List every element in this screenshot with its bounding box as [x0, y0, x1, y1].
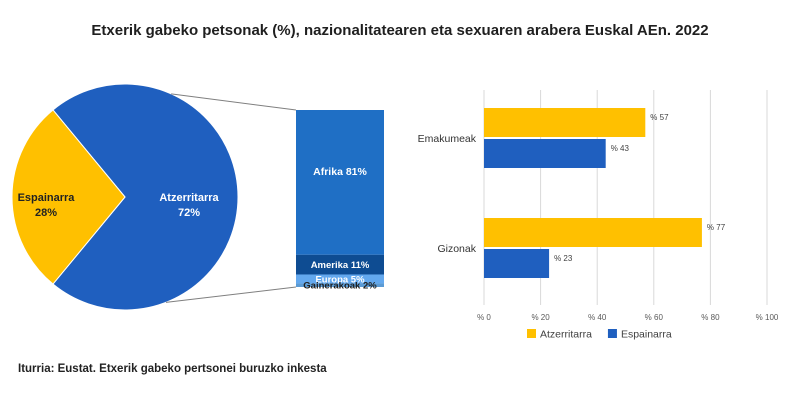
- bar-label-atzerritarra-gizonak: % 77: [707, 223, 726, 232]
- pie-slice-atzerritarra: [52, 83, 239, 311]
- connector-line-bottom: [165, 286, 297, 303]
- legend-swatch-atzerritarra: [527, 329, 536, 338]
- legend-label-espainarra: Espainarra: [621, 329, 672, 341]
- x-tick-label: % 60: [645, 313, 664, 322]
- pie-label-atzerritarra: Atzerritarra: [159, 192, 219, 204]
- pie-value-atzerritarra: 72%: [178, 207, 200, 219]
- stack-segment-afrika: [296, 110, 384, 255]
- bar-atzerritarra-gizonak: [484, 218, 702, 247]
- chart-title: Etxerik gabeko petsonak (%), nazionalita…: [91, 22, 709, 39]
- pie-label-espainarra: Espainarra: [18, 192, 76, 204]
- legend-label-atzerritarra: Atzerritarra: [540, 329, 592, 341]
- x-tick-label: % 80: [701, 313, 720, 322]
- source-note: Iturria: Eustat. Etxerik gabeko pertsone…: [18, 363, 327, 375]
- x-tick-label: % 40: [588, 313, 607, 322]
- bar-label-atzerritarra-emakumeak: % 57: [650, 113, 669, 122]
- stack-label-afrika: Afrika 81%: [313, 166, 367, 178]
- legend-swatch-espainarra: [607, 329, 617, 338]
- connector-line-top: [171, 93, 297, 111]
- category-label-emakumeak: Emakumeak: [418, 133, 477, 145]
- bar-espainarra-emakumeak: [484, 139, 606, 168]
- x-tick-label: % 100: [756, 313, 779, 322]
- stack-label-amerika: Amerika 11%: [311, 260, 370, 271]
- stack-label-europa: Europa 5%: [315, 274, 365, 285]
- stack-label-gainerakoak: Gainerakoak 2%: [303, 281, 377, 292]
- bar-atzerritarra-emakumeak: [484, 108, 646, 137]
- pie-value-espainarra: 28%: [35, 207, 57, 219]
- bar-espainarra-gizonak: [484, 249, 550, 278]
- stack-segment-europa: [296, 274, 384, 284]
- x-tick-label: % 20: [531, 313, 550, 322]
- stack-segment-gainerakoak: [296, 283, 384, 287]
- pie-slice-espainarra: [11, 109, 126, 285]
- bar-label-espainarra-emakumeak: % 43: [611, 144, 630, 153]
- category-label-gizonak: Gizonak: [437, 243, 476, 255]
- x-tick-label: % 0: [477, 313, 491, 322]
- bar-label-espainarra-gizonak: % 23: [554, 254, 573, 263]
- stack-segment-amerika: [296, 254, 384, 275]
